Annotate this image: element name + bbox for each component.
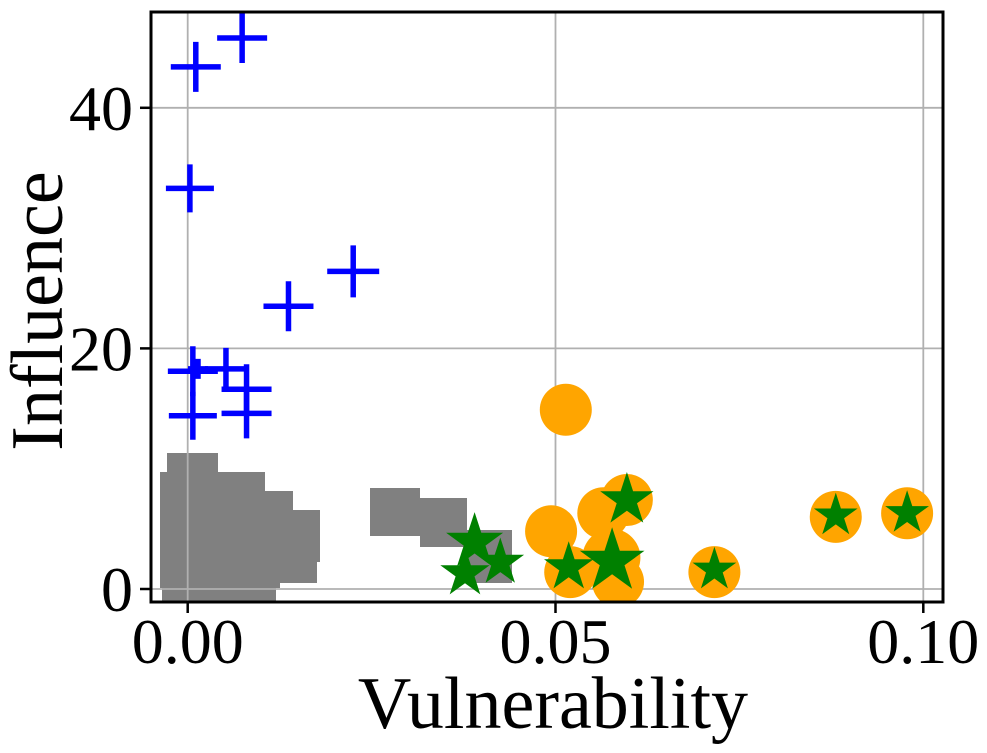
orange-circle-marker bbox=[525, 505, 578, 558]
gray-square-marker bbox=[420, 536, 467, 547]
blue-plus-layer bbox=[165, 13, 380, 440]
gray-square-marker bbox=[370, 498, 467, 536]
tick-labels: 0.00 0.05 0.10 0 20 40 bbox=[69, 73, 979, 677]
gray-square-marker bbox=[160, 562, 280, 588]
gray-square-marker bbox=[278, 562, 317, 583]
x-tick-label: 0.00 bbox=[132, 606, 244, 677]
y-axis-label: Influence bbox=[0, 171, 79, 450]
green-star-marker bbox=[885, 490, 929, 532]
orange-circle-layer bbox=[525, 383, 934, 602]
gray-square-marker bbox=[160, 472, 265, 491]
gray-square-marker bbox=[160, 510, 320, 562]
green-star-marker bbox=[544, 541, 594, 589]
y-tick-label: 20 bbox=[69, 313, 133, 384]
green-star-marker bbox=[440, 547, 490, 595]
green-star-marker bbox=[579, 527, 645, 589]
gridlines bbox=[151, 12, 943, 602]
tick-marks bbox=[140, 106, 925, 613]
green-star-marker bbox=[813, 492, 858, 535]
y-tick-label: 0 bbox=[101, 554, 133, 625]
y-tick-label: 40 bbox=[69, 73, 133, 144]
green-star-marker bbox=[692, 546, 737, 589]
green-star-marker bbox=[600, 472, 654, 523]
orange-circle-marker bbox=[539, 383, 592, 436]
gray-square-layer bbox=[160, 453, 512, 601]
gray-square-marker bbox=[162, 588, 276, 601]
axes-spines bbox=[149, 10, 945, 604]
x-axis-label: Vulnerability bbox=[358, 663, 748, 745]
gray-square-marker bbox=[160, 491, 293, 510]
gray-square-marker bbox=[370, 488, 420, 498]
green-star-layer bbox=[440, 472, 929, 595]
green-star-marker bbox=[446, 512, 504, 567]
gray-square-marker bbox=[167, 453, 218, 473]
x-tick-label: 0.05 bbox=[500, 606, 612, 677]
green-star-marker bbox=[476, 537, 525, 583]
x-tick-label: 0.10 bbox=[867, 606, 979, 677]
